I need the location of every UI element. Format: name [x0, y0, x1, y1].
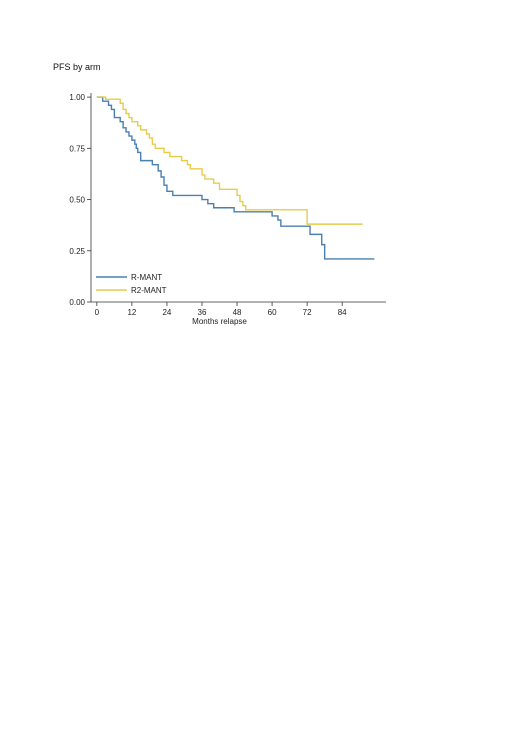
y-tick-label: 0.50: [69, 196, 85, 205]
x-tick-label: 60: [268, 308, 277, 317]
y-tick-label: 0.25: [69, 247, 85, 256]
chart-legend: R-MANT R2-MANT: [96, 273, 167, 295]
series-line-r2-mant: [96, 96, 363, 225]
series-line-r-mant: [96, 96, 375, 260]
x-tick-label: 0: [95, 308, 100, 317]
x-tick-label: 36: [198, 308, 207, 317]
x-axis-title: Months relapse: [192, 317, 247, 326]
x-tick-label: 48: [233, 308, 242, 317]
x-tick-label: 24: [162, 308, 171, 317]
x-tick-label: 72: [303, 308, 312, 317]
y-tick-label: 0.00: [69, 298, 85, 307]
chart-title: PFS by arm: [53, 62, 101, 72]
y-tick-label: 0.75: [69, 144, 85, 153]
chart-axes: 0.00 0.25 0.50 0.75 1.00 0 12 24 36 48 60 72 84 Month…: [69, 93, 386, 326]
chart-series: [96, 96, 375, 260]
legend-label-r2-mant: R2-MANT: [131, 286, 167, 295]
x-tick-label: 12: [127, 308, 136, 317]
legend-label-r-mant: R-MANT: [131, 273, 162, 282]
x-tick-label: 84: [338, 308, 347, 317]
y-tick-label: 1.00: [69, 93, 85, 102]
